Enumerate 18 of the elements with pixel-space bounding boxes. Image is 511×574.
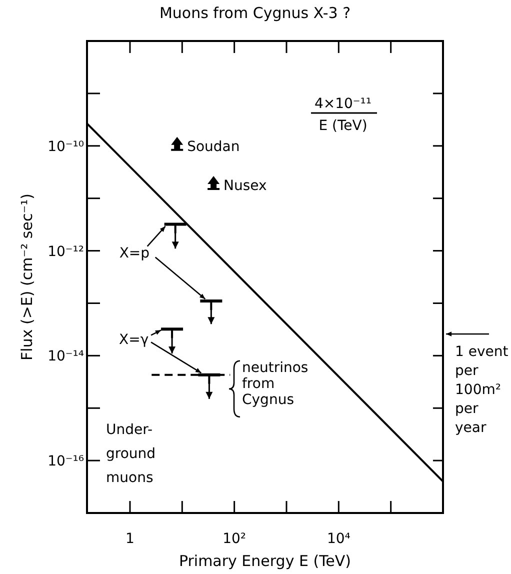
x-tick-label: 10⁴ [326, 531, 351, 547]
annotation: neutrinos from Cygnus [242, 360, 308, 408]
annotation: Under- ground muons [106, 422, 156, 486]
text: 4×10⁻¹¹ E (TeV) [314, 96, 372, 134]
chart-title: Muons from Cygnus X-3 ? [159, 4, 351, 22]
y-axis-title: Flux (>E) (cm⁻² sec⁻¹) [18, 194, 36, 360]
x-tick-label: 1 [126, 531, 134, 547]
y-tick-label: 10⁻¹⁰ [48, 138, 84, 155]
text: 1 event per 100m² per year [455, 344, 509, 436]
x-axis-title: Primary Energy E (TeV) [178, 552, 352, 570]
y-tick-label: 10⁻¹⁴ [48, 348, 84, 365]
y-tick-label: 10⁻¹⁶ [48, 454, 84, 470]
annotation: Soudan [187, 138, 240, 155]
annotation: Nusex [224, 178, 267, 194]
x-tick-label: 10² [222, 531, 246, 547]
y-tick-label: 10⁻¹² [48, 244, 84, 260]
annotation: X=p [119, 245, 150, 262]
annotation: X=γ [119, 332, 149, 348]
